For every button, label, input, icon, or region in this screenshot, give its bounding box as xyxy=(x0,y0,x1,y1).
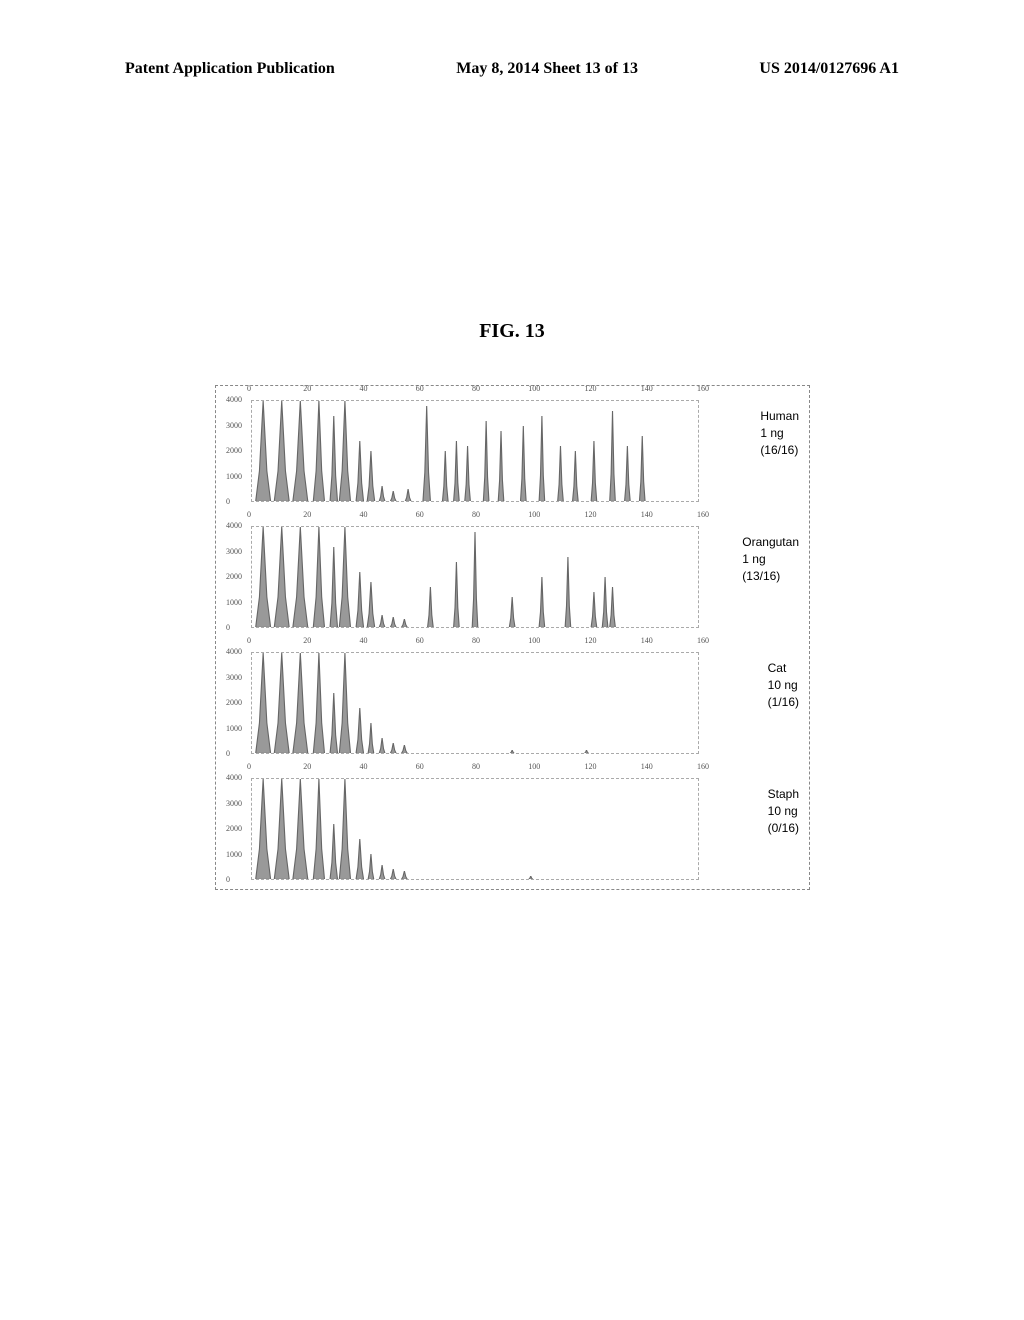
x-tick-label: 100 xyxy=(528,636,540,645)
panel-label-ratio: (13/16) xyxy=(742,568,799,585)
panel-label-ratio: (16/16) xyxy=(760,442,799,459)
x-tick-label: 40 xyxy=(360,510,368,519)
y-tick-label: 3000 xyxy=(226,547,242,556)
panel-label: Cat10 ng(1/16) xyxy=(768,660,799,710)
chart-panel: 0 20 40 60 80 100 120 140 160 0 1000 2000 3000 4000 Ca… xyxy=(216,638,809,758)
figure-title: FIG. 13 xyxy=(0,320,1024,343)
y-tick-label: 0 xyxy=(226,749,230,758)
x-tick-label: 100 xyxy=(528,384,540,393)
y-tick-label: 0 xyxy=(226,623,230,632)
y-tick-label: 4000 xyxy=(226,395,242,404)
y-tick-label: 2000 xyxy=(226,698,242,707)
page-header: Patent Application Publication May 8, 20… xyxy=(125,60,899,78)
y-tick-label: 1000 xyxy=(226,724,242,733)
panel-label-ratio: (1/16) xyxy=(768,694,799,711)
x-tick-label: 40 xyxy=(360,384,368,393)
x-tick-label: 100 xyxy=(528,510,540,519)
x-tick-label: 140 xyxy=(641,510,653,519)
y-tick-label: 0 xyxy=(226,875,230,884)
electropherogram xyxy=(252,527,698,627)
electropherogram xyxy=(252,779,698,879)
panel-label-ratio: (0/16) xyxy=(768,820,799,837)
panel-label-species: Human xyxy=(760,408,799,425)
chart-panel: 0 20 40 60 80 100 120 140 160 0 1000 2000 3000 4000 Or… xyxy=(216,512,809,632)
x-tick-label: 40 xyxy=(360,762,368,771)
plot-area xyxy=(251,400,699,502)
x-tick-label: 0 xyxy=(247,384,251,393)
y-tick-label: 3000 xyxy=(226,799,242,808)
y-tick-label: 3000 xyxy=(226,673,242,682)
x-tick-label: 120 xyxy=(585,384,597,393)
header-left: Patent Application Publication xyxy=(125,60,335,78)
x-tick-label: 160 xyxy=(697,510,709,519)
x-tick-label: 140 xyxy=(641,636,653,645)
x-tick-label: 20 xyxy=(303,510,311,519)
panel-label: Staph10 ng(0/16) xyxy=(768,786,799,836)
electropherogram xyxy=(252,653,698,753)
x-tick-label: 20 xyxy=(303,384,311,393)
x-tick-label: 160 xyxy=(697,762,709,771)
y-tick-label: 1000 xyxy=(226,850,242,859)
y-tick-label: 3000 xyxy=(226,421,242,430)
x-tick-label: 120 xyxy=(585,762,597,771)
x-tick-label: 60 xyxy=(416,636,424,645)
y-tick-label: 2000 xyxy=(226,824,242,833)
y-tick-label: 4000 xyxy=(226,773,242,782)
x-tick-label: 160 xyxy=(697,636,709,645)
panel-label: Human1 ng(16/16) xyxy=(760,408,799,458)
x-tick-label: 60 xyxy=(416,384,424,393)
panel-label-amount: 1 ng xyxy=(760,425,799,442)
y-tick-label: 4000 xyxy=(226,647,242,656)
x-tick-label: 20 xyxy=(303,762,311,771)
panel-label-species: Cat xyxy=(768,660,799,677)
x-tick-label: 100 xyxy=(528,762,540,771)
y-tick-label: 4000 xyxy=(226,521,242,530)
panel-label-species: Staph xyxy=(768,786,799,803)
x-tick-label: 80 xyxy=(472,762,480,771)
header-right: US 2014/0127696 A1 xyxy=(759,60,899,78)
x-tick-label: 140 xyxy=(641,762,653,771)
x-tick-label: 80 xyxy=(472,384,480,393)
x-tick-label: 0 xyxy=(247,762,251,771)
x-tick-label: 140 xyxy=(641,384,653,393)
y-tick-label: 0 xyxy=(226,497,230,506)
chart-panel: 0 20 40 60 80 100 120 140 160 0 1000 2000 3000 4000 St… xyxy=(216,764,809,884)
chart-panel: 0 20 40 60 80 100 120 140 160 0 1000 2000 3000 4000 Hu… xyxy=(216,386,809,506)
x-tick-label: 160 xyxy=(697,384,709,393)
chart-container: 02040608010012014016001000200030004000Hu… xyxy=(215,385,810,890)
y-tick-label: 2000 xyxy=(226,446,242,455)
x-tick-label: 20 xyxy=(303,636,311,645)
y-tick-label: 1000 xyxy=(226,598,242,607)
panel-label: Orangutan1 ng(13/16) xyxy=(742,534,799,584)
plot-area xyxy=(251,526,699,628)
y-tick-label: 2000 xyxy=(226,572,242,581)
header-center: May 8, 2014 Sheet 13 of 13 xyxy=(456,60,638,78)
x-tick-label: 0 xyxy=(247,510,251,519)
x-tick-label: 80 xyxy=(472,510,480,519)
x-tick-label: 80 xyxy=(472,636,480,645)
electropherogram xyxy=(252,401,698,501)
x-tick-label: 60 xyxy=(416,510,424,519)
panel-label-amount: 10 ng xyxy=(768,803,799,820)
y-tick-label: 1000 xyxy=(226,472,242,481)
x-tick-label: 120 xyxy=(585,636,597,645)
x-tick-label: 120 xyxy=(585,510,597,519)
panel-label-amount: 10 ng xyxy=(768,677,799,694)
panel-label-species: Orangutan xyxy=(742,534,799,551)
panel-label-amount: 1 ng xyxy=(742,551,799,568)
plot-area xyxy=(251,778,699,880)
x-tick-label: 60 xyxy=(416,762,424,771)
plot-area xyxy=(251,652,699,754)
x-tick-label: 0 xyxy=(247,636,251,645)
x-tick-label: 40 xyxy=(360,636,368,645)
